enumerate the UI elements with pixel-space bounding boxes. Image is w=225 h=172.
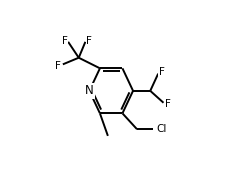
Text: F: F	[164, 99, 170, 109]
Text: F: F	[158, 67, 164, 77]
Text: F: F	[86, 35, 92, 46]
Text: N: N	[85, 84, 93, 97]
Text: Cl: Cl	[155, 124, 166, 134]
Text: F: F	[55, 61, 61, 71]
Text: F: F	[61, 35, 67, 46]
